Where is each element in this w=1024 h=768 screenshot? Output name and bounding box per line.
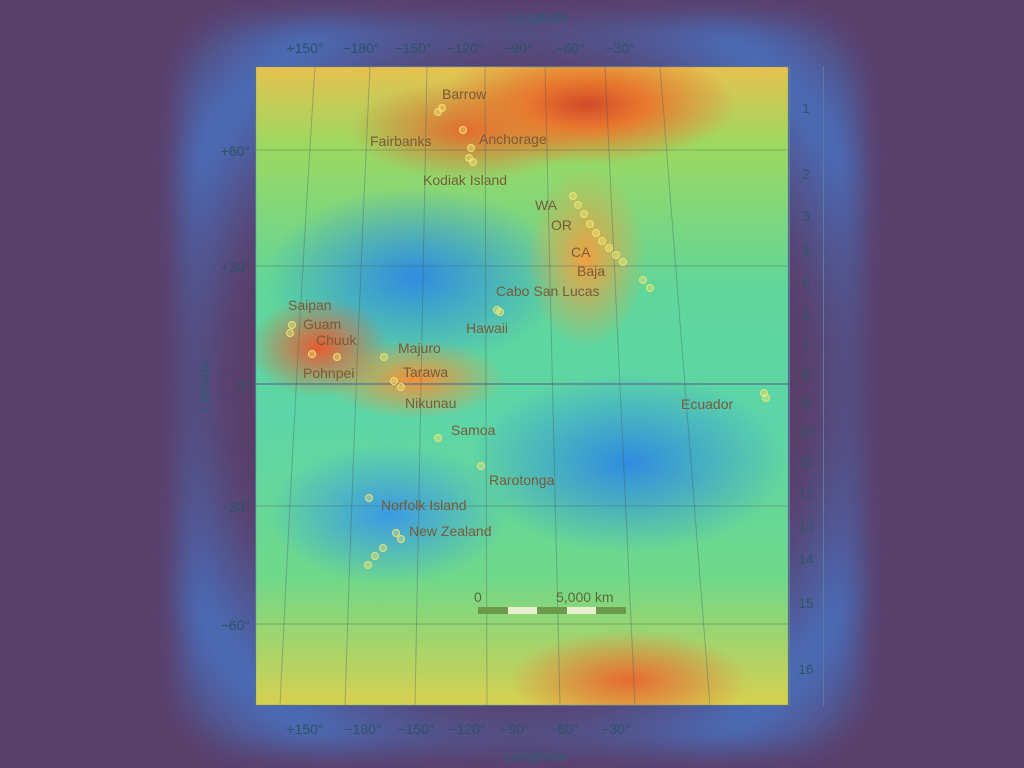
place-label: Tarawa <box>403 364 449 380</box>
sample-marker <box>496 308 504 316</box>
sample-marker <box>379 544 387 552</box>
place-label: Barrow <box>442 86 487 102</box>
place-label: Ecuador <box>681 396 734 412</box>
lon-tick-bottom: −150° <box>397 721 435 737</box>
place-label: Norfolk Island <box>381 497 467 513</box>
lon-tick-top: −60° <box>555 40 585 56</box>
sample-marker <box>469 158 477 166</box>
zone-number: 14 <box>798 551 814 567</box>
zone-number: 1 <box>802 100 810 116</box>
sample-marker <box>586 220 594 228</box>
lon-tick-top: −150° <box>394 40 432 56</box>
zone-number: 4 <box>802 243 810 259</box>
lon-tick-top: −90° <box>503 40 533 56</box>
place-label: New Zealand <box>409 523 492 539</box>
place-label: Majuro <box>398 340 441 356</box>
place-label: Nikunau <box>405 395 457 411</box>
zone-number: 12 <box>798 484 814 500</box>
place-label: Saipan <box>288 297 332 313</box>
place-label: OR <box>551 217 572 233</box>
sample-marker <box>286 329 294 337</box>
sample-marker <box>397 535 405 543</box>
place-label: Fairbanks <box>370 133 432 149</box>
sample-marker <box>477 462 485 470</box>
scale-end-label: 5,000 km <box>556 589 614 605</box>
lat-tick: +60° <box>220 143 250 159</box>
sample-marker <box>390 377 398 385</box>
zone-number: 8 <box>802 366 810 382</box>
sample-marker <box>288 321 296 329</box>
lat-tick: 0° <box>236 378 250 394</box>
sample-marker <box>569 192 577 200</box>
lon-tick-bottom: −30° <box>601 721 631 737</box>
lon-tick-top: −30° <box>605 40 635 56</box>
sample-marker <box>364 561 372 569</box>
zone-number: 13 <box>798 518 814 534</box>
lon-tick-bottom: −90° <box>500 721 530 737</box>
lon-tick-bottom: −120° <box>448 721 486 737</box>
sample-marker <box>639 276 647 284</box>
zone-number: 9 <box>802 394 810 410</box>
sample-marker <box>592 229 600 237</box>
place-label: Guam <box>303 316 342 332</box>
place-label: Rarotonga <box>489 472 555 488</box>
sample-marker <box>459 126 467 134</box>
place-label: Chuuk <box>316 332 357 348</box>
place-label: CA <box>571 244 591 260</box>
place-label: Pohnpei <box>303 365 355 381</box>
zone-number: 15 <box>798 595 814 611</box>
sample-marker <box>612 251 620 259</box>
map-plot-area <box>255 66 789 706</box>
sample-marker <box>467 144 475 152</box>
zone-number: 5 <box>802 276 810 292</box>
zone-number: 6 <box>802 307 810 323</box>
sample-marker <box>598 237 606 245</box>
sample-marker <box>574 201 582 209</box>
sample-marker <box>333 353 341 361</box>
x-axis-title-bottom: Longitude <box>505 748 567 764</box>
x-axis-title-top: Longitude <box>507 9 569 25</box>
lon-tick-bottom: −180° <box>344 721 382 737</box>
zone-number: 11 <box>798 453 814 469</box>
lon-tick-bottom: −60° <box>549 721 579 737</box>
place-label: Anchorage <box>479 131 547 147</box>
sample-marker <box>392 529 400 537</box>
lat-tick: +30° <box>220 259 250 275</box>
sample-marker <box>605 244 613 252</box>
sample-marker <box>380 353 388 361</box>
graticule <box>255 66 789 706</box>
zone-number: 16 <box>798 661 814 677</box>
place-label: WA <box>535 197 558 213</box>
sample-marker <box>619 258 627 266</box>
sample-marker <box>365 494 373 502</box>
lon-tick-top: +150° <box>286 40 324 56</box>
zone-number: 2 <box>802 166 810 182</box>
sample-marker <box>397 383 405 391</box>
scale-start-label: 0 <box>474 589 482 605</box>
sample-marker <box>762 394 770 402</box>
lon-tick-bottom: +150° <box>286 721 324 737</box>
zone-number: 10 <box>798 423 814 439</box>
place-label: Samoa <box>451 422 496 438</box>
lon-tick-top: −180° <box>342 40 380 56</box>
lat-tick: −30° <box>220 499 250 515</box>
sample-marker <box>371 552 379 560</box>
zone-number: 3 <box>802 208 810 224</box>
lon-tick-top: −120° <box>446 40 484 56</box>
place-label: Hawaii <box>466 320 509 336</box>
zone-number: 7 <box>802 337 810 353</box>
sample-marker <box>580 210 588 218</box>
sample-marker <box>438 104 446 112</box>
place-label: Cabo San Lucas <box>496 283 600 299</box>
sample-marker <box>646 284 654 292</box>
place-label: Kodiak Island <box>423 172 508 188</box>
y-axis-title: Latitude <box>196 361 212 411</box>
place-label: Baja <box>577 263 606 279</box>
lat-tick: −60° <box>220 617 250 633</box>
zone-column <box>789 66 824 706</box>
scale-bar <box>478 607 626 614</box>
sample-marker <box>308 350 316 358</box>
sample-marker <box>434 434 442 442</box>
